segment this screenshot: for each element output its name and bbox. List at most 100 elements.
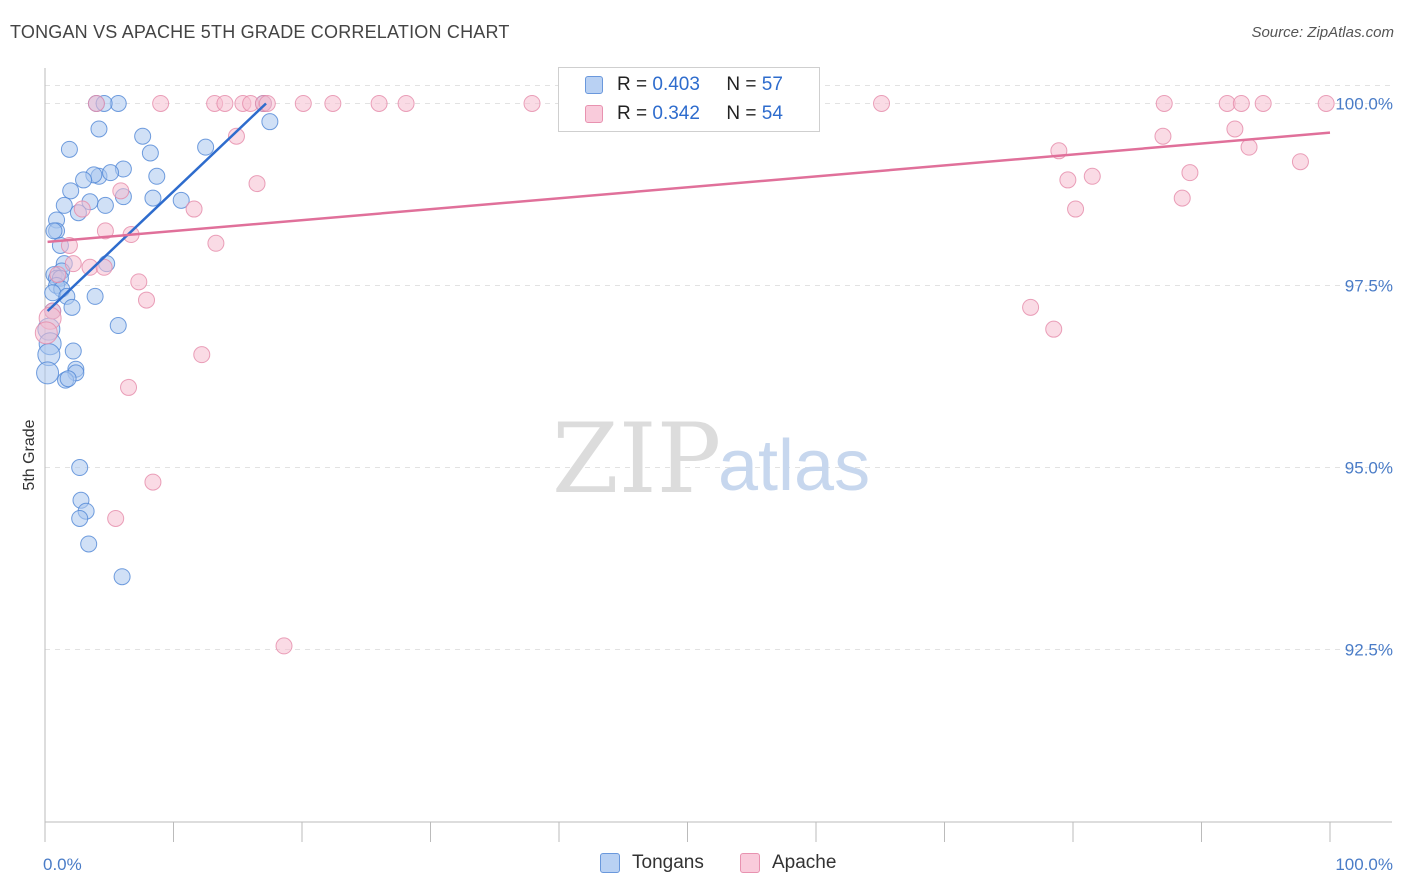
apache-point	[227, 127, 245, 145]
legend-r-value: 0.342	[652, 103, 700, 124]
legend-row-tongans: R = 0.403 N = 57	[585, 72, 783, 98]
tongans-point	[75, 171, 93, 189]
tongans-point	[261, 113, 279, 131]
apache-point	[34, 321, 58, 345]
apache-point	[138, 291, 156, 309]
apache-point	[873, 94, 891, 112]
apache-point	[1154, 127, 1172, 145]
tongans-legend-label: Tongans	[632, 852, 704, 873]
apache-point	[64, 255, 82, 273]
apache-point	[216, 94, 234, 112]
tongans-swatch	[585, 76, 603, 94]
watermark-zip: ZIP	[552, 403, 721, 515]
apache-point	[1059, 171, 1077, 189]
axis-layer	[44, 68, 1392, 842]
tongans-point	[141, 144, 159, 162]
legend-n-value: 54	[761, 103, 783, 124]
points-layer	[34, 94, 1335, 655]
apache-point	[1240, 138, 1258, 156]
tongans-point	[102, 164, 120, 182]
tongans-point	[45, 222, 63, 240]
apache-point	[248, 175, 266, 193]
apache-point	[1317, 94, 1335, 112]
apache-legend-label: Apache	[772, 852, 837, 873]
tongans-point	[62, 182, 80, 200]
apache-point	[152, 94, 170, 112]
legend-n-value: 57	[761, 74, 783, 95]
apache-trend-line	[47, 131, 1331, 244]
tongans-point	[80, 535, 98, 553]
apache-point	[1181, 164, 1199, 182]
legend-n-label: N =	[726, 74, 757, 95]
tongans-point	[109, 94, 127, 112]
tongans-point	[86, 287, 104, 305]
apache-point	[120, 378, 138, 396]
apache-point	[207, 234, 225, 252]
apache-point	[1022, 298, 1040, 316]
apache-point	[1254, 94, 1272, 112]
tongans-point	[134, 127, 152, 145]
tongans-point	[113, 568, 131, 586]
tongans-point	[144, 189, 162, 207]
apache-point	[370, 94, 388, 112]
apache-point	[130, 273, 148, 291]
apache-swatch	[585, 105, 603, 123]
apache-point	[1155, 94, 1173, 112]
apache-point	[1045, 320, 1063, 338]
apache-point	[275, 637, 293, 655]
correlation-legend: R = 0.403 N = 57 R = 0.342 N = 54	[558, 67, 820, 132]
tongans-point	[90, 120, 108, 138]
trend-layer	[46, 102, 1331, 312]
legend-row-apache: R = 0.342 N = 54	[585, 101, 783, 127]
tongans-point	[64, 342, 82, 360]
apache-point	[294, 94, 312, 112]
apache-point	[112, 182, 130, 200]
tongans-point	[109, 317, 127, 335]
tongans-point	[172, 191, 190, 209]
x-tick-label: 0.0%	[43, 855, 82, 874]
y-tick-label: 97.5%	[1345, 277, 1393, 296]
tongans-point	[36, 361, 60, 385]
apache-point	[1173, 189, 1191, 207]
tongans-point	[197, 138, 215, 156]
legend-r-label: R =	[617, 103, 648, 124]
apache-point	[1218, 94, 1236, 112]
tongans-point	[148, 167, 166, 185]
apache-point	[193, 346, 211, 364]
x-tick-label: 100.0%	[1335, 855, 1393, 874]
apache-point	[96, 222, 114, 240]
legend-n-label: N =	[726, 103, 757, 124]
tongans-point	[44, 284, 62, 302]
apache-point	[144, 473, 162, 491]
y-tick-label: 95.0%	[1345, 459, 1393, 478]
apache-point	[1291, 153, 1309, 171]
apache-point	[73, 200, 91, 218]
source-label: Source: ZipAtlas.com	[1251, 24, 1394, 41]
legend-r-label: R =	[617, 74, 648, 95]
apache-point	[87, 94, 105, 112]
apache-point	[81, 258, 99, 276]
tongans-point	[60, 140, 78, 158]
tongans-point	[63, 298, 81, 316]
tongans-point	[59, 370, 77, 388]
apache-point	[1067, 200, 1085, 218]
tongans-point	[71, 509, 89, 527]
bottom-legend-apache[interactable]: Apache	[740, 852, 836, 874]
y-axis-label: 5th Grade	[21, 419, 38, 490]
tongans-point	[71, 459, 89, 477]
apache-point	[397, 94, 415, 112]
apache-point	[49, 266, 67, 284]
tongans-trend-line	[46, 102, 267, 312]
apache-point	[1083, 167, 1101, 185]
apache-point	[185, 200, 203, 218]
legend-r-value: 0.403	[652, 74, 700, 95]
bottom-legend-tongans[interactable]: Tongans	[600, 852, 704, 874]
apache-point	[107, 509, 125, 527]
y-tick-label: 100.0%	[1335, 94, 1393, 113]
apache-point	[523, 94, 541, 112]
y-tick-label: 92.5%	[1345, 641, 1393, 660]
tongans-point	[55, 196, 73, 214]
apache-point	[95, 258, 113, 276]
apache-point	[1226, 120, 1244, 138]
